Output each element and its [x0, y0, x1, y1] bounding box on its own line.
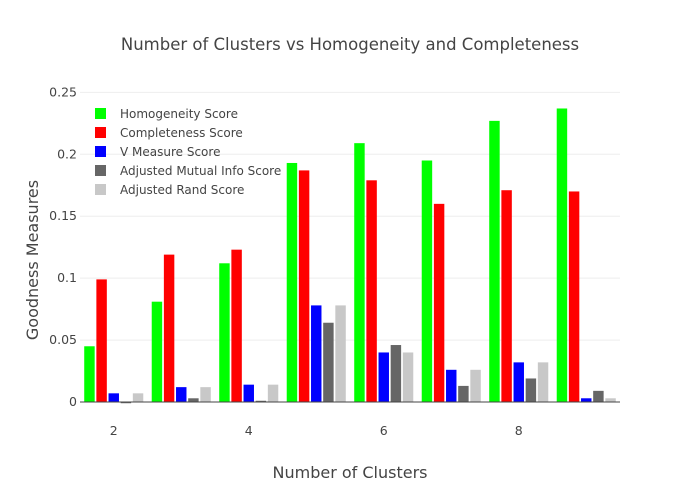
bar [378, 352, 389, 402]
bar [151, 301, 163, 402]
bar [366, 180, 377, 402]
bar [354, 143, 365, 402]
legend-label: Homogeneity Score [120, 107, 238, 121]
bar [108, 393, 119, 402]
x-axis-ticks: 2 4 6 8 [110, 423, 523, 438]
bar [188, 398, 199, 402]
bar [243, 384, 254, 402]
bar [298, 170, 310, 402]
bar [458, 385, 469, 402]
legend: Homogeneity Score Completeness Score V Mea… [95, 107, 281, 197]
y-tick-label: 0.1 [57, 270, 77, 285]
bar [593, 390, 604, 402]
legend-label: Adjusted Mutual Info Score [120, 164, 281, 178]
bar [219, 263, 230, 402]
legend-swatch [95, 146, 106, 157]
bar [200, 387, 211, 402]
x-axis-title: Number of Clusters [273, 463, 428, 482]
bar [402, 352, 414, 402]
legend-swatch [95, 108, 106, 119]
bar [335, 305, 346, 402]
bar [470, 369, 481, 402]
legend-label: Adjusted Rand Score [120, 183, 244, 197]
bar [286, 162, 298, 402]
bar [433, 203, 445, 402]
x-tick-label: 2 [110, 423, 118, 438]
x-tick-label: 6 [380, 423, 388, 438]
bar [120, 402, 132, 404]
bar [489, 120, 500, 402]
y-tick-label: 0.25 [49, 84, 77, 99]
bar [84, 346, 95, 402]
bar [267, 384, 279, 402]
bar [513, 362, 524, 402]
legend-swatch [95, 127, 106, 138]
bar [96, 279, 107, 402]
y-tick-label: 0.2 [57, 146, 77, 161]
bar [501, 190, 512, 402]
y-tick-label: 0.05 [49, 332, 77, 347]
x-tick-label: 4 [245, 423, 253, 438]
bar [390, 345, 402, 402]
y-axis-title: Goodness Measures [23, 180, 42, 340]
bar [421, 160, 433, 402]
bar-series [84, 108, 616, 404]
bar [568, 191, 580, 402]
bar [537, 362, 549, 402]
bar [311, 305, 322, 402]
bar [446, 369, 457, 402]
x-tick-label: 8 [515, 423, 523, 438]
y-tick-label: 0.15 [49, 208, 77, 223]
y-axis-ticks: 0 0.05 0.1 0.15 0.2 0.25 [49, 84, 77, 409]
bar [525, 378, 537, 402]
legend-label: V Measure Score [120, 145, 220, 159]
chart-title: Number of Clusters vs Homogeneity and Co… [121, 35, 579, 54]
bar [605, 398, 616, 402]
legend-swatch [95, 184, 106, 195]
legend-swatch [95, 165, 106, 176]
bar [581, 398, 592, 402]
y-tick-label: 0 [69, 394, 77, 409]
bar [556, 108, 568, 402]
legend-label: Completeness Score [120, 126, 243, 140]
bar [255, 400, 267, 402]
bar [231, 249, 242, 402]
bar [132, 393, 144, 402]
bar [176, 387, 187, 402]
bar [163, 254, 175, 402]
bar [323, 322, 334, 402]
